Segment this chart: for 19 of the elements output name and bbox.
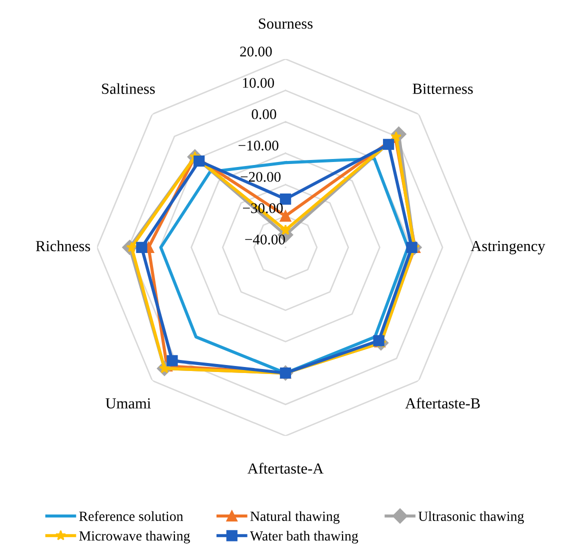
spoke-label: Sourness [258,18,313,29]
y-tick-label: −10.00 [238,140,278,151]
legend-label: Reference solution [79,511,184,521]
y-tick-label: 0.00 [252,109,276,120]
legend-label: Natural thawing [250,511,340,524]
spoke-label: Aftertaste-A [247,462,324,474]
spoke-label: Richness [36,240,90,252]
y-tick-label: −20.00 [240,172,281,182]
spoke-label: Astringency [470,240,546,254]
spoke-label: Saltiness [102,83,155,94]
spoke-label: Bitterness [412,84,473,94]
spoke-label: Umami [106,398,151,409]
legend-label: Water bath thawing [250,530,358,544]
y-tick-label: −40.00 [245,234,285,245]
legend-label: Microwave thawing [79,530,190,544]
y-tick-label: 10.00 [243,78,274,88]
legend-label: Ultrasonic thawing [418,511,524,524]
y-tick-label: 20.00 [240,46,272,57]
spoke-label: Aftertaste-B [405,398,480,409]
